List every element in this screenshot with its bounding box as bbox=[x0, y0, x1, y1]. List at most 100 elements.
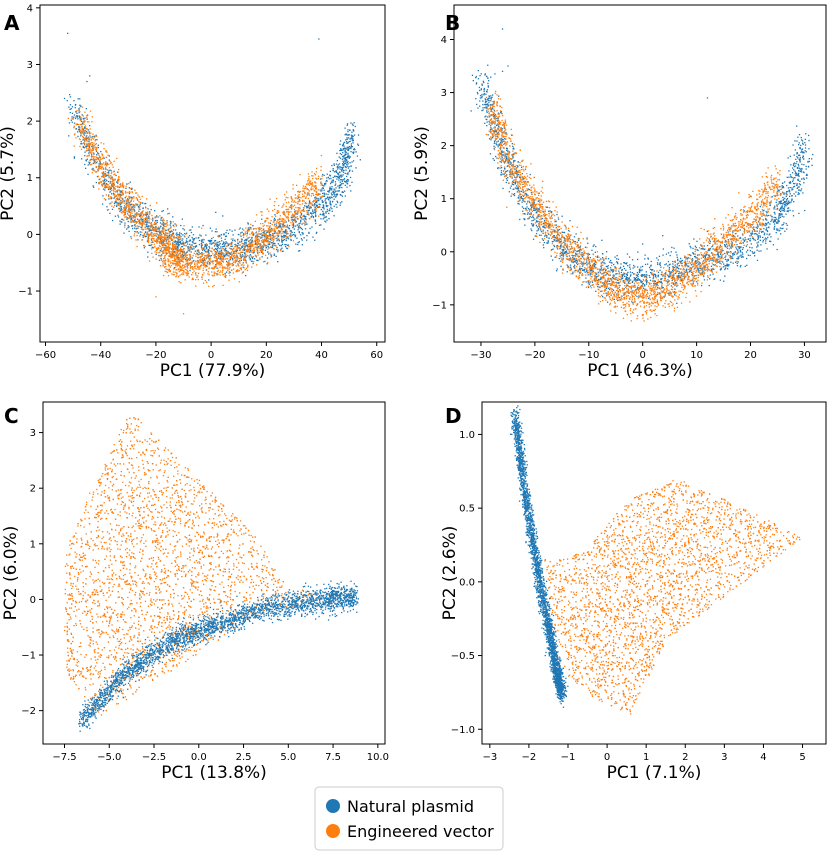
point-engineered bbox=[91, 150, 94, 152]
point-engineered bbox=[184, 266, 186, 268]
point-natural bbox=[77, 118, 79, 120]
point-engineered bbox=[183, 270, 185, 272]
point-engineered bbox=[233, 254, 235, 256]
point-engineered bbox=[183, 264, 185, 266]
point-engineered bbox=[95, 149, 97, 152]
point-engineered bbox=[165, 225, 167, 227]
point-natural bbox=[615, 273, 617, 275]
point-engineered bbox=[117, 199, 120, 201]
point-engineered bbox=[113, 183, 115, 185]
point-natural bbox=[202, 224, 204, 227]
point-natural bbox=[300, 219, 302, 222]
point-natural bbox=[329, 200, 331, 202]
point-engineered bbox=[78, 138, 81, 140]
point-engineered bbox=[125, 199, 127, 201]
point-engineered bbox=[283, 226, 285, 228]
point-engineered bbox=[302, 199, 304, 201]
point-natural bbox=[607, 287, 609, 289]
point-natural bbox=[125, 208, 127, 210]
point-natural bbox=[341, 195, 343, 197]
point-engineered bbox=[100, 158, 102, 160]
point-natural bbox=[333, 164, 335, 166]
point-engineered bbox=[315, 177, 317, 179]
point-engineered bbox=[221, 248, 223, 250]
point-engineered bbox=[308, 179, 310, 181]
point-engineered bbox=[271, 230, 273, 232]
point-natural bbox=[332, 176, 334, 179]
point-natural bbox=[133, 208, 135, 210]
point-natural bbox=[577, 269, 579, 271]
point-engineered bbox=[163, 238, 165, 240]
point-natural bbox=[220, 249, 223, 252]
point-engineered bbox=[169, 243, 172, 245]
point-engineered bbox=[114, 173, 116, 175]
point-natural bbox=[351, 136, 353, 138]
point-engineered bbox=[294, 197, 296, 199]
point-natural bbox=[347, 149, 350, 152]
point-natural bbox=[141, 219, 143, 221]
point-engineered bbox=[211, 274, 213, 276]
point-engineered bbox=[87, 137, 89, 139]
point-natural bbox=[337, 164, 339, 166]
point-natural bbox=[329, 203, 331, 206]
point-natural bbox=[791, 199, 793, 202]
point-engineered bbox=[162, 243, 164, 245]
point-engineered bbox=[234, 262, 237, 264]
point-engineered bbox=[221, 260, 223, 262]
point-engineered bbox=[277, 209, 279, 212]
point-engineered bbox=[139, 222, 141, 224]
point-engineered bbox=[170, 247, 173, 250]
point-engineered bbox=[90, 142, 93, 144]
point-natural bbox=[789, 174, 792, 176]
point-natural bbox=[344, 180, 346, 183]
point-engineered bbox=[174, 252, 176, 254]
point-natural bbox=[75, 128, 77, 130]
point-engineered bbox=[130, 206, 132, 209]
point-engineered bbox=[124, 208, 126, 210]
point-natural bbox=[322, 210, 324, 212]
point-engineered bbox=[294, 213, 296, 216]
point-engineered bbox=[316, 178, 318, 180]
point-engineered bbox=[187, 274, 189, 276]
point-engineered bbox=[306, 184, 308, 186]
point-natural bbox=[173, 250, 175, 253]
point-engineered bbox=[273, 221, 275, 223]
point-engineered bbox=[254, 246, 256, 248]
point-engineered bbox=[158, 242, 160, 244]
point-natural bbox=[244, 252, 246, 254]
point-natural bbox=[328, 199, 330, 201]
point-engineered bbox=[119, 185, 122, 187]
point-engineered bbox=[160, 255, 162, 257]
point-natural bbox=[333, 163, 335, 165]
point-natural bbox=[325, 216, 327, 219]
point-natural bbox=[486, 125, 488, 127]
point-natural bbox=[329, 188, 331, 190]
point-engineered bbox=[192, 260, 194, 263]
point-engineered bbox=[214, 260, 216, 262]
point-natural bbox=[348, 137, 350, 139]
point-natural bbox=[83, 132, 85, 134]
point-engineered bbox=[224, 258, 226, 260]
point-engineered bbox=[240, 269, 242, 271]
point-natural bbox=[342, 142, 345, 144]
point-natural bbox=[315, 204, 318, 206]
point-engineered bbox=[251, 251, 253, 253]
point-natural bbox=[798, 172, 800, 174]
point-engineered bbox=[252, 232, 254, 234]
point-natural bbox=[314, 197, 316, 199]
point-engineered bbox=[318, 215, 320, 217]
point-engineered bbox=[268, 238, 270, 240]
point-engineered bbox=[200, 256, 202, 258]
point-natural bbox=[191, 226, 193, 228]
point-engineered bbox=[104, 170, 106, 173]
point-engineered bbox=[227, 269, 229, 272]
point-natural bbox=[232, 252, 234, 255]
point-engineered bbox=[100, 182, 102, 184]
point-engineered bbox=[247, 248, 249, 250]
point-natural bbox=[315, 222, 317, 225]
point-engineered bbox=[99, 159, 101, 161]
point-engineered bbox=[208, 253, 210, 256]
point-engineered bbox=[253, 248, 255, 250]
point-engineered bbox=[250, 240, 252, 242]
point-engineered bbox=[287, 197, 289, 199]
